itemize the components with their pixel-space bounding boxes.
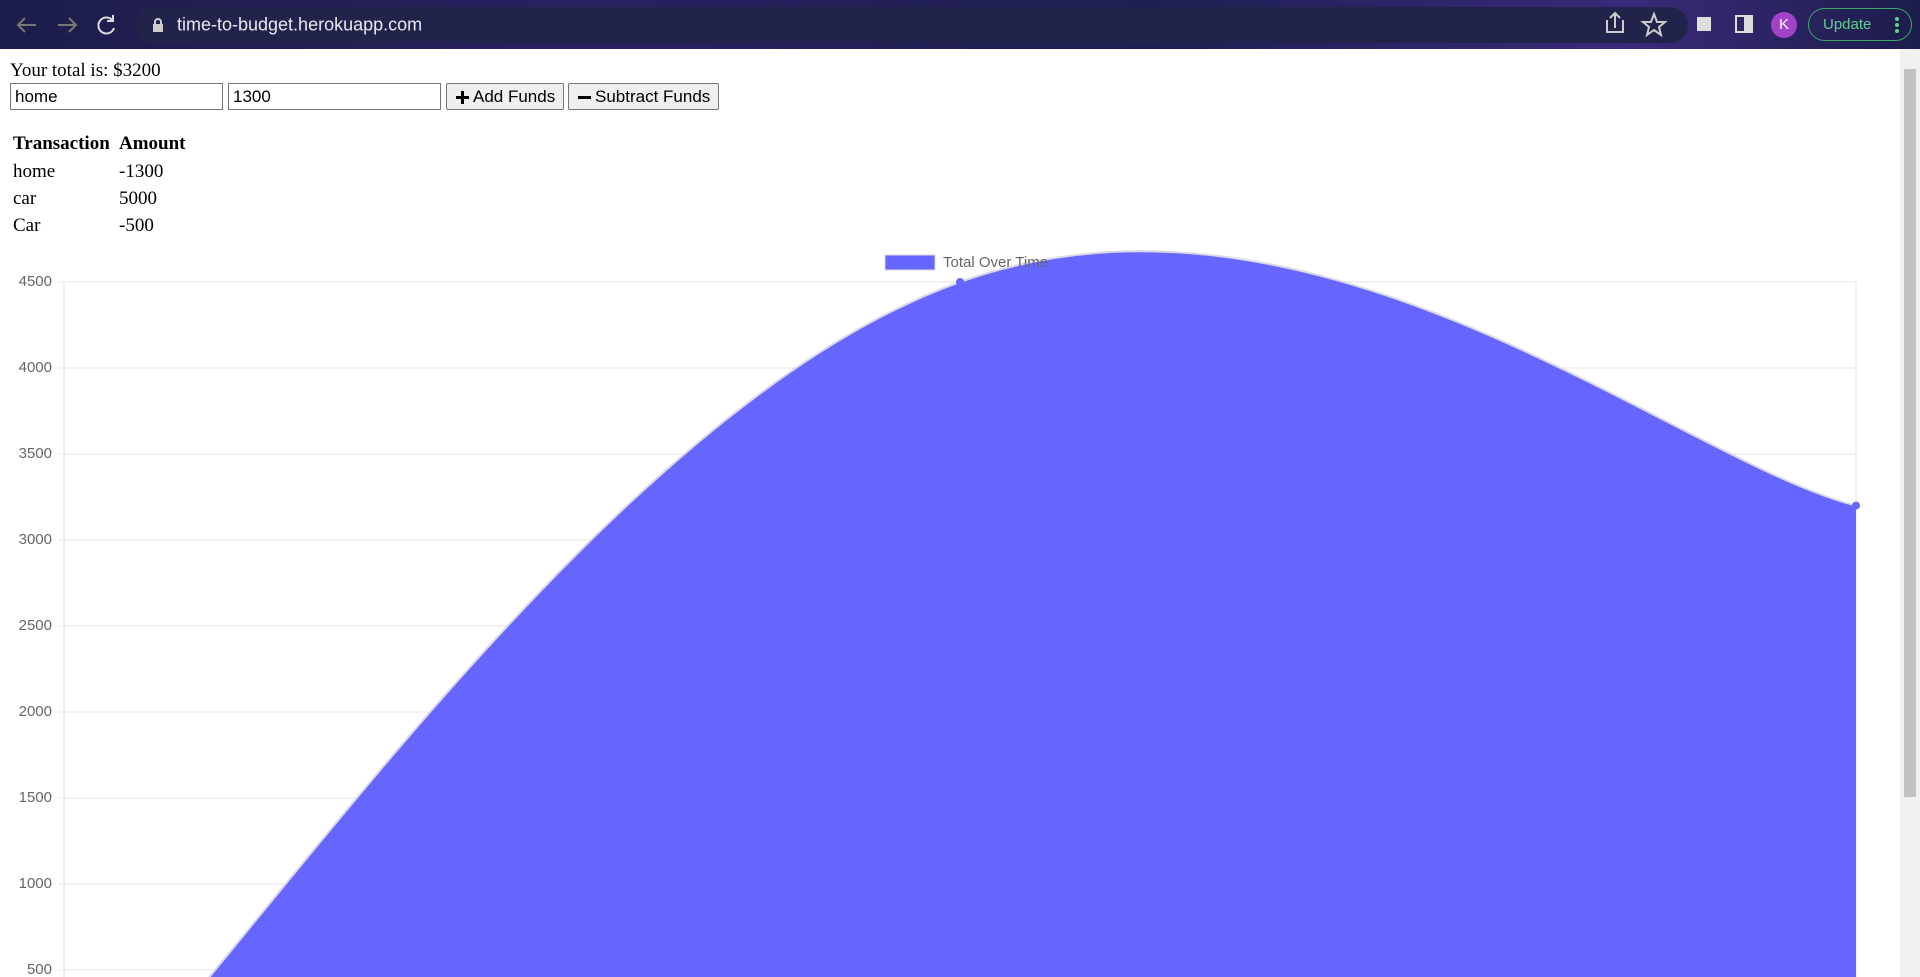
legend-label: Total Over Time [943, 254, 1048, 271]
url-text[interactable]: time-to-budget.herokuapp.com [177, 14, 423, 35]
y-tick-label: 3500 [19, 445, 52, 462]
area [209, 251, 1856, 977]
table-cell: -500 [119, 215, 154, 236]
chart: 500 1000 1500 2000 2500 3000 3500 4000 4500 Total… [19, 250, 1860, 977]
y-tick-label: 1000 [19, 875, 52, 892]
profile-avatar[interactable]: K [1771, 12, 1797, 38]
scroll-thumb[interactable] [1904, 69, 1916, 797]
line [208, 250, 1857, 977]
table-cell: home [13, 161, 56, 182]
y-tick-label: 500 [27, 961, 52, 977]
scrollbar[interactable] [1900, 49, 1920, 977]
transaction-input[interactable] [10, 83, 223, 110]
table-cell: Car [13, 215, 41, 236]
table-cell: -1300 [119, 161, 164, 182]
y-tick-label: 2000 [19, 703, 52, 720]
nav-buttons[interactable] [0, 0, 130, 49]
table-cell: 5000 [119, 188, 157, 209]
subtract-funds-button[interactable]: Subtract Funds [568, 83, 720, 110]
y-tick-label: 2500 [19, 617, 52, 634]
lock-icon [153, 18, 163, 32]
table-header: Transaction [13, 133, 110, 154]
y-tick-label: 4500 [19, 273, 52, 290]
total-label: Your total is: $3200 [10, 60, 161, 81]
point [956, 278, 964, 286]
button-label: Add Funds [473, 86, 556, 106]
update-label: Update [1823, 16, 1872, 33]
y-tick-label: 3000 [19, 531, 52, 548]
legend-swatch [884, 254, 936, 271]
point [1852, 501, 1860, 510]
table-header: Amount [119, 133, 186, 154]
amount-input[interactable] [228, 83, 441, 110]
add-funds-button[interactable]: Add Funds [446, 83, 565, 110]
button-label: Subtract Funds [595, 86, 711, 106]
y-tick-label: 1500 [19, 789, 52, 806]
toolbar-icons[interactable] [1600, 0, 1840, 49]
update-button[interactable]: Update [1808, 8, 1912, 41]
y-tick-label: 4000 [19, 359, 52, 376]
address-bar[interactable] [135, 7, 1688, 43]
browser-toolbar: time-to-budget.herokuapp.com K Update [0, 0, 1920, 49]
table-cell: car [13, 188, 37, 209]
